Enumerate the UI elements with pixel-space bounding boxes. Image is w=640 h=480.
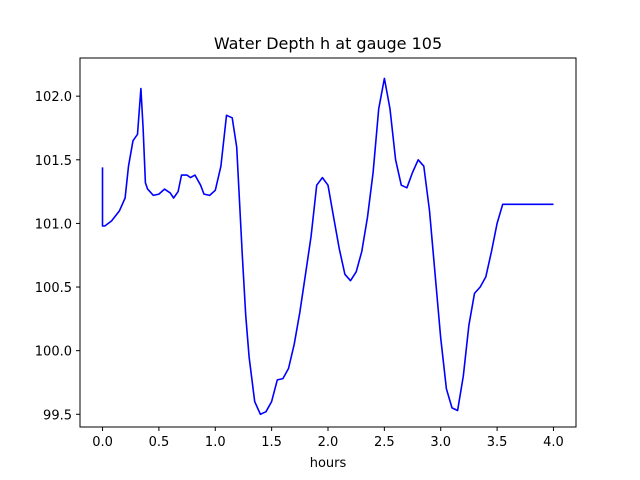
x-tick-label: 0.5 [149,435,170,450]
x-tick-label: 1.0 [205,435,226,450]
y-tick-label: 101.0 [35,217,72,232]
x-tick-label: 0.0 [92,435,113,450]
series-line-0 [101,77,554,416]
x-tick-label: 2.0 [318,435,339,450]
x-axis-label: hours [310,456,347,471]
y-tick-label: 101.5 [35,154,72,169]
x-tick-label: 2.5 [374,435,395,450]
chart-title: Water Depth h at gauge 105 [214,34,442,53]
y-tick-label: 100.5 [35,281,72,296]
y-tick-label: 102.0 [35,90,72,105]
axes-layer: 0.0 0.5 1.0 1.5 2.0 2.5 3.0 3.5 4.0 99.5 100.0 100.… [35,57,577,450]
x-tick-label: 3.0 [430,435,451,450]
y-tick-label: 100.0 [35,345,72,360]
x-tick-label: 4.0 [543,435,564,450]
x-tick-label: 3.5 [487,435,508,450]
x-tick-label: 1.5 [261,435,282,450]
plot-area [80,58,576,427]
series-layer [101,77,554,416]
y-tick-label: 99.5 [43,408,72,423]
